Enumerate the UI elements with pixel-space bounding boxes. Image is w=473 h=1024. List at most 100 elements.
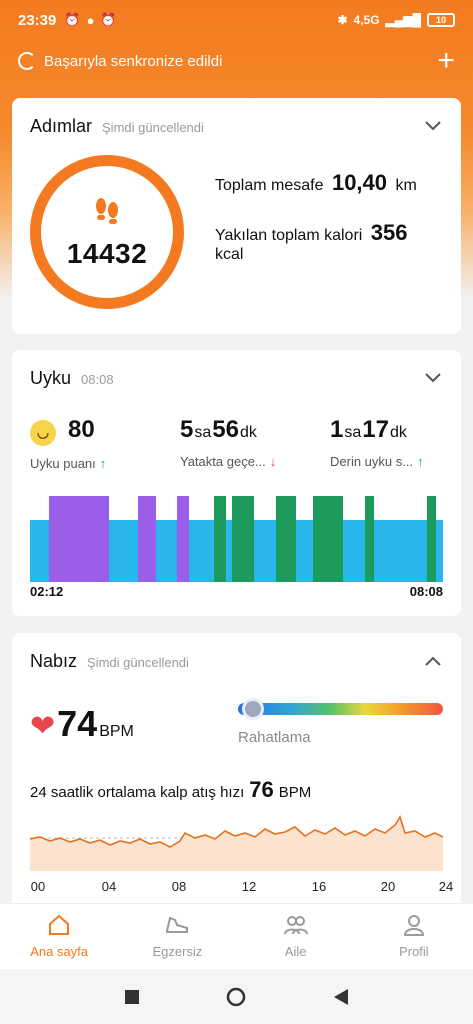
calorie-stat: Yakılan toplam kalori 356 (215, 220, 412, 246)
chevron-down-icon[interactable] (423, 368, 443, 388)
in-bed-time: 5 sa 56 dk Yatakta geçe... ↓ (180, 416, 276, 469)
in-bed-minutes-unit: dk (239, 424, 257, 441)
nav-home-label: Ana sayfa (30, 944, 89, 959)
add-button[interactable]: + (437, 44, 455, 77)
heart-title: Nabız (30, 651, 78, 671)
sleep-rem-block (138, 496, 156, 582)
sleep-score-label: Uyku puanı (30, 455, 96, 471)
sleep-metrics: ◡ 80 Uyku puanı ↑ 5 sa 56 dk Yatakta geçe...… (30, 416, 443, 476)
sleep-start: 02:12 (30, 584, 64, 599)
smiley-face-icon: ◡ (30, 419, 56, 446)
sleep-rem-block (49, 496, 109, 582)
clock: 23:39 (18, 11, 57, 29)
sync-spinner-icon (18, 52, 36, 70)
in-bed-hours: 5 (180, 416, 194, 443)
sync-text: Başarıyla senkronize edildi (44, 52, 223, 70)
sleep-title: Uyku (30, 368, 72, 388)
calorie-unit: kcal (215, 246, 244, 263)
profile-icon (401, 912, 427, 938)
app-notification-icon: ● (86, 12, 95, 28)
chevron-down-icon[interactable] (423, 116, 443, 136)
sleep-rem-block (177, 496, 189, 582)
deep-sleep: 1 sa 17 dk Derin uyku s... ↑ (330, 416, 424, 469)
sleep-deep-block (427, 496, 436, 582)
shoe-icon (164, 912, 190, 938)
bluetooth-icon: ✱ (337, 13, 348, 27)
tick-label: 20 (380, 879, 396, 894)
home-icon (46, 912, 72, 938)
steps-ring: 14432 (30, 155, 184, 309)
heart-rate-value: 74 (57, 703, 98, 744)
heart-zone-label: Rahatlama (238, 729, 311, 746)
sleep-score-value: 80 (68, 416, 95, 443)
nav-family[interactable]: Aile (237, 904, 355, 969)
calorie-value: 356 (370, 220, 408, 245)
avg-value: 76 (249, 777, 274, 802)
battery-icon: 10 (427, 13, 455, 27)
nav-home[interactable]: Ana sayfa (0, 904, 118, 969)
steps-title: Adımlar (30, 116, 93, 136)
tick-label: 24 (438, 879, 454, 894)
heart-rate-unit: BPM (99, 723, 134, 740)
arrow-up-icon: ↑ (99, 455, 107, 471)
current-heart-rate: ❤ 74 BPM (30, 703, 134, 745)
footprints-icon (90, 195, 124, 234)
sync-status: Başarıyla senkronize edildi + (18, 46, 455, 76)
recent-apps-button[interactable] (120, 985, 144, 1009)
heart-icon: ❤ (30, 710, 56, 743)
sleep-deep-block (276, 496, 296, 582)
back-button[interactable] (329, 985, 353, 1009)
status-bar: 23:39 ⏰ ● ⏰ ✱ 4,5G ▂▄▆█ 10 (0, 0, 473, 40)
distance-value: 10,40 (331, 170, 388, 195)
signal-icon: ▂▄▆█ (385, 13, 421, 27)
in-bed-hours-unit: sa (194, 424, 212, 441)
network-type: 4,5G (353, 13, 380, 27)
deep-hours: 1 (330, 416, 344, 443)
arrow-up-icon: ↑ (417, 454, 424, 469)
nav-exercise[interactable]: Egzersiz (118, 904, 236, 969)
distance-label: Toplam mesafe (215, 177, 324, 194)
alarm-icon: ⏰ (64, 12, 81, 27)
heart-rate-line (30, 815, 443, 848)
heart-zone-indicator (242, 698, 264, 720)
tick-label: 08 (171, 879, 187, 894)
avg-label: 24 saatlik ortalama kalp atış hızı (30, 784, 245, 801)
distance-stat: Toplam mesafe 10,40 km (215, 170, 417, 196)
sleep-time-range: 02:12 08:08 (30, 584, 443, 599)
in-bed-minutes: 56 (212, 416, 239, 443)
bottom-navigation: Ana sayfa Egzersiz Aile Profil (0, 903, 473, 969)
heart-rate-area (30, 817, 443, 871)
in-bed-label: Yatakta geçe... (180, 454, 266, 469)
sleep-card[interactable]: Uyku 08:08 ◡ 80 Uyku puanı ↑ 5 sa 56 dk Yata… (12, 350, 461, 616)
calorie-label: Yakılan toplam kalori (215, 227, 363, 244)
chevron-up-icon[interactable] (423, 651, 443, 671)
nav-exercise-label: Egzersiz (152, 944, 203, 959)
average-heart-rate: 24 saatlik ortalama kalp atış hızı 76 BP… (30, 777, 311, 803)
sleep-score: ◡ 80 Uyku puanı ↑ (30, 416, 106, 471)
nav-profile[interactable]: Profil (355, 904, 473, 969)
heart-rate-card[interactable]: Nabız Şimdi güncellendi ❤ 74 BPM Rahatla… (12, 633, 461, 903)
avg-unit: BPM (278, 784, 312, 801)
nav-family-label: Aile (284, 944, 307, 959)
sleep-deep-block (365, 496, 374, 582)
deep-hours-unit: sa (344, 424, 362, 441)
steps-card[interactable]: Adımlar Şimdi güncellendi 14432 Toplam m… (12, 98, 461, 334)
home-button[interactable] (224, 985, 248, 1009)
heart-x-axis: 00 04 08 12 16 20 24 (24, 879, 453, 895)
distance-unit: km (395, 177, 417, 194)
heart-zone-bar (238, 703, 443, 715)
steps-updated: Şimdi güncellendi (102, 120, 204, 135)
sleep-deep-block (313, 496, 343, 582)
alarm-icon: ⏰ (100, 12, 117, 27)
sleep-deep-block (232, 496, 254, 582)
arrow-down-icon: ↓ (269, 454, 277, 469)
sleep-stage-chart (30, 496, 443, 582)
tick-label: 12 (241, 879, 257, 894)
sleep-deep-block (214, 496, 226, 582)
nav-profile-label: Profil (399, 944, 429, 959)
heart-updated: Şimdi güncellendi (87, 655, 189, 670)
tick-label: 16 (311, 879, 327, 894)
sleep-time: 08:08 (81, 372, 114, 387)
tick-label: 04 (101, 879, 117, 894)
deep-minutes: 17 (362, 416, 389, 443)
